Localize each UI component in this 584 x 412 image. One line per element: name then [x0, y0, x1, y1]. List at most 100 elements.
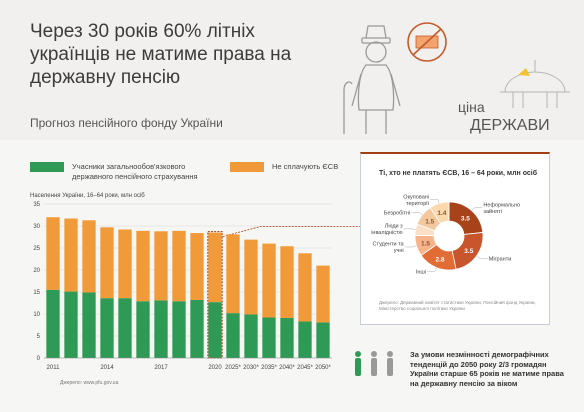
y-axis-label: Населення України, 16–64 роки, млн осіб	[30, 193, 145, 199]
donut-value-label: 1.4	[437, 210, 446, 217]
y-tick-label: 20	[33, 268, 40, 274]
page-subtitle: Прогноз пенсійного фонду України	[30, 116, 223, 130]
bar-insured	[208, 302, 222, 358]
bar-nonpaying	[298, 253, 312, 322]
page-title: Через 30 років 60% літніх українців не м…	[30, 21, 292, 88]
bar-insured	[316, 322, 330, 358]
elderly-person-icon	[343, 25, 401, 134]
donut-category-label: Неформально	[483, 203, 520, 209]
donut-value-label: 1.5	[425, 218, 434, 225]
donut-value-label: 2.8	[435, 256, 444, 263]
bar-nonpaying	[316, 265, 330, 323]
donut-title: Ті, хто не платять ЄСВ, 16 – 64 роки, мл…	[379, 170, 538, 177]
hero-illustration: ціна ДЕРЖАВИ	[343, 22, 570, 134]
y-tick-label: 10	[33, 312, 40, 318]
no-money-icon	[407, 22, 447, 62]
people-icon	[355, 351, 393, 376]
legend-label-insured: Учасники загальнообов'язкового державног…	[72, 162, 198, 181]
x-tick-label: 2011	[47, 365, 61, 371]
donut-category-label: Студенти та	[373, 242, 405, 248]
bar-insured	[262, 317, 276, 358]
donut-slice	[429, 201, 450, 225]
x-tick-label: 2030*	[243, 365, 259, 371]
bar-insured	[190, 299, 204, 358]
source-note: Джерело: www.pfu.gov.ua	[60, 380, 119, 386]
bar-nonpaying	[172, 230, 186, 302]
donut-value-label: 3.5	[464, 248, 473, 255]
bar-nonpaying	[262, 243, 276, 318]
donut-leader	[434, 267, 437, 272]
bar-nonpaying	[64, 218, 78, 292]
bar-insured	[82, 292, 96, 358]
bar-nonpaying	[118, 229, 132, 299]
donut-category-label: Люди з	[385, 224, 403, 230]
bird-icon	[518, 68, 530, 76]
bar-nonpaying	[244, 239, 258, 315]
donut-category-label: Інші	[416, 269, 426, 275]
bar-nonpaying	[280, 246, 294, 318]
bar-nonpaying	[46, 217, 60, 290]
logo-line1: ціна	[458, 99, 485, 115]
y-tick-label: 0	[37, 356, 41, 362]
x-tick-label: 2014	[100, 365, 114, 371]
donut-category-label: території	[406, 201, 429, 207]
legend-swatch-insured	[30, 162, 64, 172]
bar-nonpaying	[208, 232, 222, 303]
x-tick-label: 2045*	[297, 365, 313, 371]
bar-insured	[118, 298, 132, 358]
logo-line2: ДЕРЖАВИ	[470, 117, 550, 134]
donut-value-label: 3.5	[461, 215, 470, 222]
bar-nonpaying	[136, 230, 150, 302]
x-tick-label: 2020	[208, 365, 222, 371]
x-tick-label: 2017	[154, 365, 168, 371]
donut-category-label: зайняті	[483, 208, 501, 215]
bar-insured	[226, 313, 240, 358]
x-tick-label: 2025*	[225, 365, 241, 371]
donut-leader	[411, 228, 416, 230]
bar-insured	[244, 314, 258, 358]
bar-insured	[136, 301, 150, 358]
bar-insured	[154, 300, 168, 358]
bar-nonpaying	[154, 231, 168, 301]
legend-swatch-nonpaying	[230, 162, 264, 172]
bar-nonpaying	[100, 227, 114, 299]
legend-item-insured: Учасники загальнообов'язкового державног…	[30, 162, 230, 182]
legend-item-nonpaying: Не сплачують ЄСВ	[230, 162, 360, 172]
bar-nonpaying	[82, 220, 96, 293]
bar-insured	[46, 289, 60, 358]
bar-nonpaying	[190, 233, 204, 300]
callout-line	[222, 226, 360, 237]
donut-panel: Ті, хто не платять ЄСВ, 16 – 64 роки, мл…	[360, 152, 550, 325]
y-tick-label: 25	[33, 246, 40, 252]
donut-category-label: Мігранти	[489, 256, 512, 262]
y-tick-label: 35	[33, 202, 40, 208]
donut-leader	[412, 245, 417, 248]
donut-source: Джерело: Державний комітет статистики Ук…	[379, 300, 536, 311]
x-tick-label: 2035*	[261, 365, 277, 371]
donut-category-label: учні	[394, 248, 404, 254]
footnote: За умови незмінності демографічних тенде…	[410, 350, 564, 388]
y-tick-label: 5	[37, 334, 41, 340]
donut-leader	[476, 255, 480, 259]
donut-category-label: Безробітні	[384, 210, 410, 216]
bar-nonpaying	[226, 234, 240, 314]
donut-value-label: 1.5	[421, 241, 430, 248]
bar-insured	[280, 317, 294, 358]
parliament-icon	[500, 60, 570, 108]
x-tick-label: 2050*	[315, 365, 331, 371]
donut-leader	[471, 207, 475, 211]
y-tick-label: 15	[33, 290, 40, 296]
donut-category-label: Окуповані	[403, 194, 429, 200]
y-tick-label: 30	[33, 224, 40, 230]
bar-insured	[172, 301, 186, 358]
legend-label-nonpaying: Не сплачують ЄСВ	[272, 162, 339, 171]
donut-category-label: інвалідністю	[371, 230, 402, 236]
donut-leader	[419, 212, 423, 216]
bar-insured	[298, 321, 312, 358]
x-tick-label: 2040*	[279, 365, 295, 371]
bar-insured	[100, 298, 114, 358]
bar-insured	[64, 291, 78, 358]
donut-leader	[437, 199, 440, 204]
